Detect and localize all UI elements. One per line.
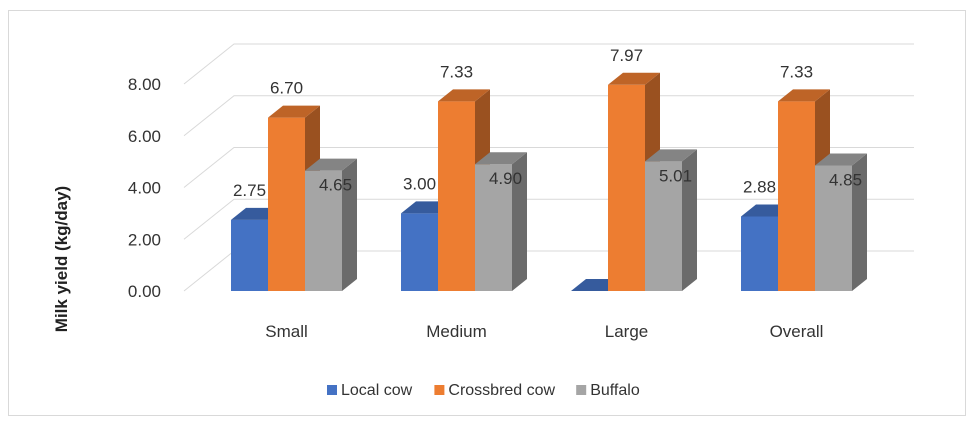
bar-front (305, 170, 342, 291)
bar-top (305, 158, 357, 171)
data-label: 4.85 (829, 171, 862, 190)
bar-front (268, 117, 305, 291)
bar-front (438, 101, 475, 292)
bar-front (778, 101, 815, 292)
data-labels: 2.75 6.70 4.65 3.00 7.33 4.90 7.97 5.01 2.88 7.33… (233, 46, 862, 200)
x-category-label: Overall (770, 322, 824, 341)
y-tick-label: 8.00 (128, 75, 161, 94)
legend-swatch (327, 385, 337, 395)
data-label: 4.90 (489, 169, 522, 188)
bar (475, 152, 527, 291)
data-label: 6.70 (270, 79, 303, 98)
chart-frame: 0.00 2.00 4.00 6.00 8.00 Milk yield (kg/day)… (8, 10, 966, 416)
y-tick-label: 0.00 (128, 282, 161, 301)
milk-yield-chart: 0.00 2.00 4.00 6.00 8.00 Milk yield (kg/day)… (52, 43, 914, 399)
bar (815, 153, 867, 291)
bar-top (438, 89, 490, 102)
data-label: 3.00 (403, 174, 436, 193)
x-category-label: Medium (426, 322, 486, 341)
bar-top (608, 72, 660, 85)
y-axis-label: Milk yield (kg/day) (52, 186, 71, 332)
y-tick-label: 6.00 (128, 127, 161, 146)
bar (305, 158, 357, 291)
bar-front (645, 161, 682, 291)
legend-label: Buffalo (590, 382, 640, 399)
bar-side (512, 152, 527, 291)
bar-front (231, 219, 268, 291)
data-label: 7.33 (780, 62, 813, 81)
gridline (183, 95, 914, 137)
bar-side (852, 153, 867, 291)
legend-swatch (576, 385, 587, 395)
bar-front (815, 165, 852, 291)
bar-side (682, 149, 697, 291)
gridline (183, 43, 914, 85)
legend-label: Crossbred cow (448, 382, 555, 399)
legend: Local cow Crossbred cow Buffalo (327, 382, 640, 399)
bar-front (608, 84, 645, 292)
data-label: 2.88 (743, 177, 776, 196)
data-label: 7.97 (610, 46, 643, 65)
gridline (183, 147, 914, 188)
bar-top (475, 152, 527, 165)
x-category-label: Small (265, 322, 308, 341)
data-label: 5.01 (659, 166, 692, 185)
bar-top (778, 89, 830, 102)
y-tick-label: 2.00 (128, 230, 161, 249)
bar-front (741, 216, 778, 291)
bar-top (645, 149, 697, 162)
x-axis-categories: Small Medium Large Overall (265, 322, 823, 341)
bar-top (268, 105, 320, 118)
legend-swatch (434, 385, 445, 395)
y-axis-ticks: 0.00 2.00 4.00 6.00 8.00 (128, 75, 161, 301)
bar-side (342, 158, 357, 291)
bar-front (475, 164, 512, 291)
y-tick-label: 4.00 (128, 179, 161, 198)
data-label: 4.65 (319, 176, 352, 195)
bar (645, 149, 697, 291)
bars (231, 72, 867, 292)
bar (268, 105, 320, 291)
bar-top (815, 153, 867, 166)
data-label: 2.75 (233, 181, 266, 200)
legend-label: Local cow (341, 382, 413, 399)
bar-front (401, 213, 438, 291)
data-label: 7.33 (440, 62, 473, 81)
x-category-label: Large (605, 322, 648, 341)
